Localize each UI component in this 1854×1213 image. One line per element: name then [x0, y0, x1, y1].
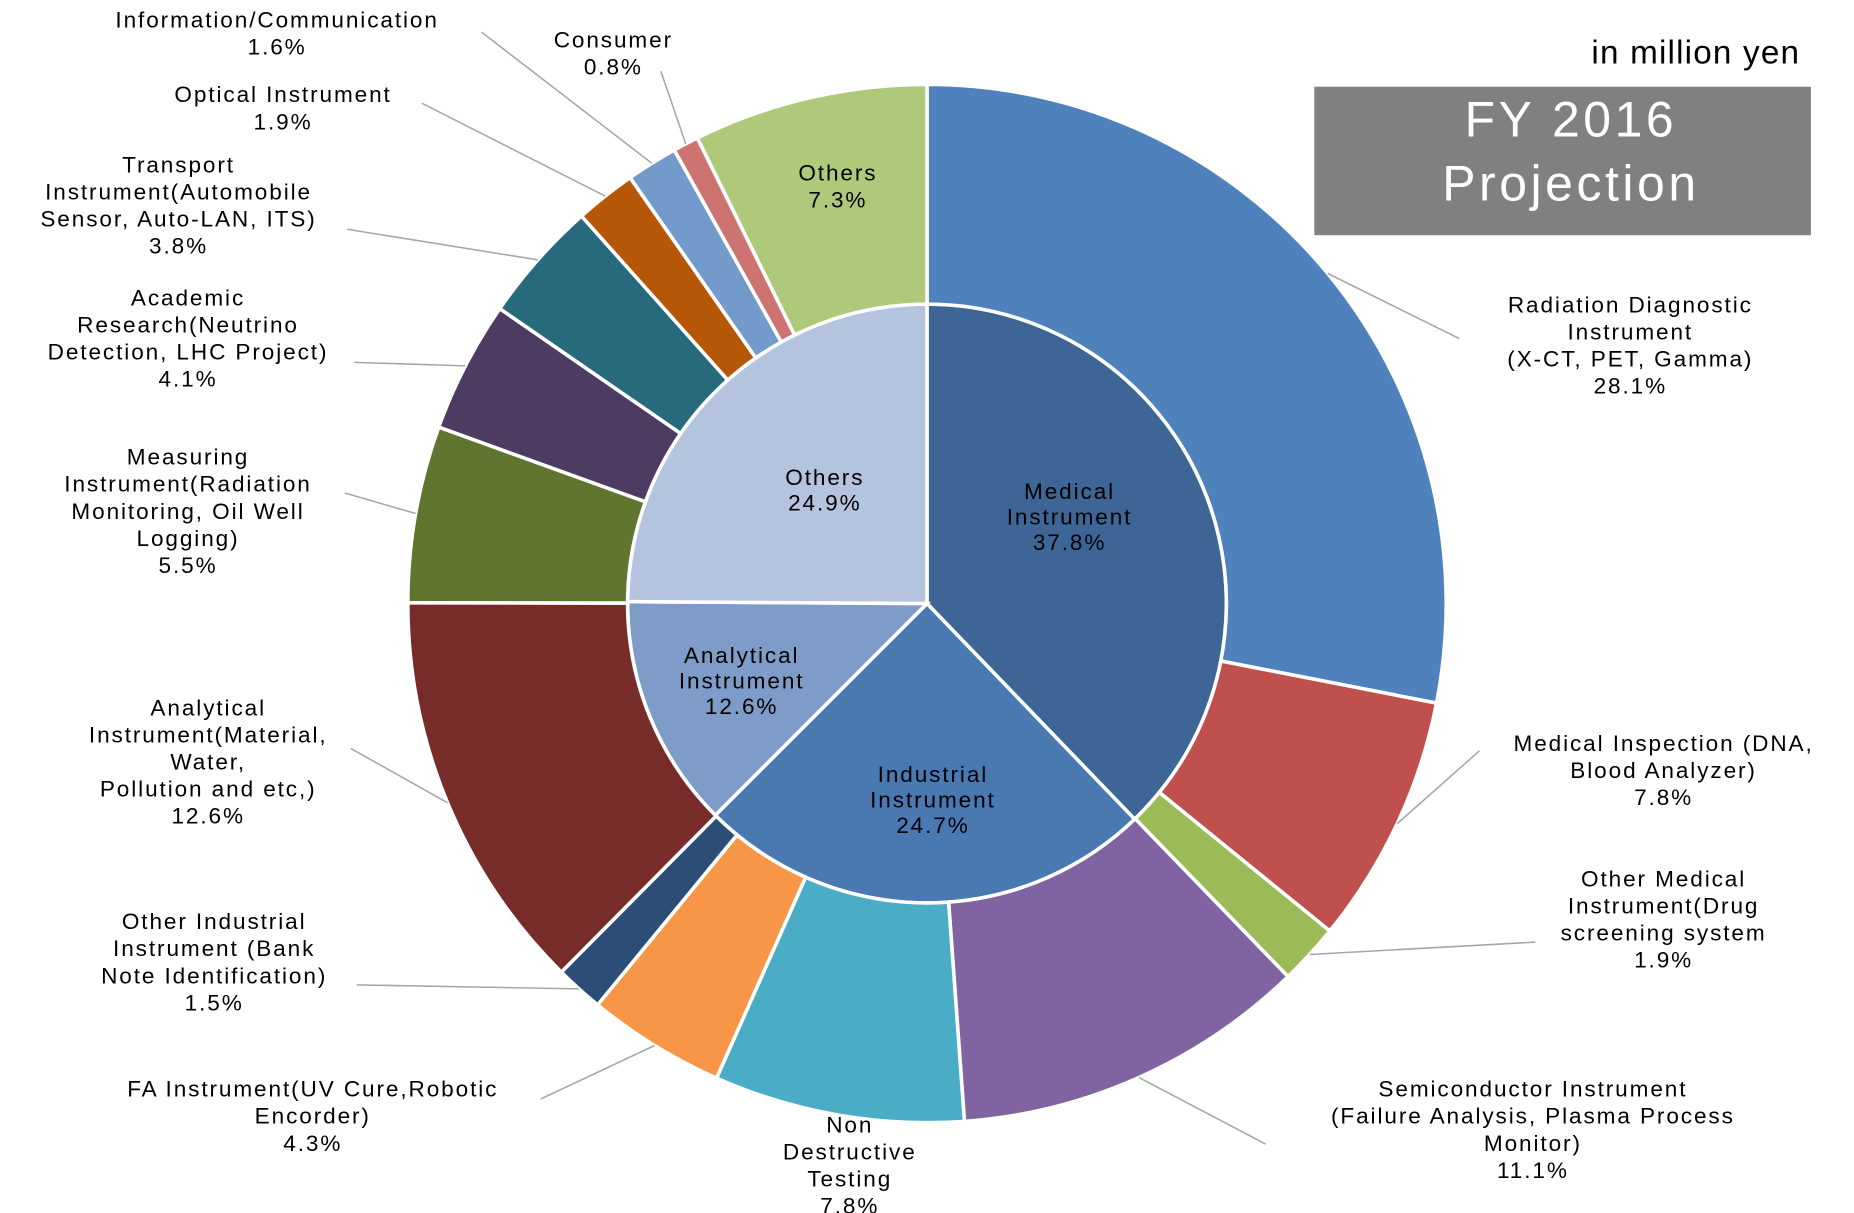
outer-value-label: 1.9%: [1634, 948, 1693, 973]
outer-value-label: 5.5%: [159, 553, 218, 578]
outer-label: Semiconductor Instrument (Failure Analysi…: [1331, 1077, 1735, 1156]
leader-line: [540, 1044, 655, 1100]
inner-value-label: 24.7%: [896, 813, 969, 838]
inner-label: Medical Instrument: [1007, 479, 1133, 530]
leader-line: [1327, 272, 1460, 340]
subtitle: in million yen: [1591, 34, 1800, 71]
outer-label: Non Destructive Testing: [783, 1112, 917, 1191]
outer-value-label: 1.5%: [185, 990, 244, 1015]
outer-label: Medical Inspection (DNA, Blood Analyzer): [1513, 731, 1813, 783]
outer-value-label: 1.9%: [254, 109, 313, 134]
inner-value-label: 24.9%: [788, 490, 861, 515]
inner-label: Industrial Instrument: [870, 762, 996, 813]
outer-value-label: 28.1%: [1594, 374, 1667, 399]
outer-label: Other Industrial Instrument (Bank Note Ide…: [101, 909, 327, 988]
leader-line: [660, 71, 687, 145]
outer-label: Information/Communication: [115, 7, 438, 32]
leader-line: [347, 228, 538, 261]
outer-value-label: 0.8%: [584, 55, 643, 80]
outer-value-label: 7.3%: [808, 188, 867, 213]
outer-value-label: 1.6%: [248, 34, 307, 59]
chart-title: FY 2016 Projection: [1442, 92, 1699, 212]
outer-value-label: 7.8%: [820, 1194, 879, 1213]
outer-value-label: 4.1%: [159, 367, 218, 392]
leader-line: [421, 102, 606, 197]
leader-line: [1138, 1076, 1266, 1145]
outer-label: Measuring Instrument(Radiation Monitoring,…: [64, 445, 311, 551]
inner-value-label: 12.6%: [705, 694, 778, 719]
outer-label: Consumer: [554, 28, 673, 53]
outer-label: Academic Research(Neutrino Detection, LHC …: [48, 285, 329, 364]
outer-value-label: 3.8%: [149, 234, 208, 259]
inner-value-label: 37.8%: [1033, 530, 1106, 555]
leader-line: [344, 492, 416, 515]
outer-wedge: [694, 82, 929, 338]
outer-value-label: 7.8%: [1634, 785, 1693, 810]
outer-label: FA Instrument(UV Cure,Robotic Encorder): [127, 1077, 498, 1129]
leader-line: [354, 361, 466, 367]
outer-wedge: [406, 600, 719, 975]
outer-label: Optical Instrument: [174, 82, 391, 107]
inner-label: Others: [785, 465, 864, 490]
leader-line: [350, 747, 448, 804]
leader-line: [356, 984, 580, 990]
leader-line: [1396, 750, 1480, 825]
leader-line: [1309, 941, 1536, 956]
outer-label: Others: [798, 161, 877, 186]
outer-label: Transport Instrument(Automobile Sensor, Au…: [40, 152, 316, 231]
outer-label: Radiation Diagnostic Instrument (X-CT, PET…: [1507, 292, 1753, 371]
outer-wedge: [925, 82, 1448, 706]
leader-line: [481, 31, 653, 164]
outer-value-label: 4.3%: [283, 1131, 342, 1156]
inner-label: Analytical Instrument: [679, 643, 805, 694]
outer-label: Analytical Instrument(Material, Water, Poll…: [89, 695, 328, 801]
outer-value-label: 12.6%: [171, 804, 244, 829]
title-box: [1314, 86, 1811, 236]
outer-wedge: [946, 816, 1291, 1124]
outer-label: Other Medical Instrument(Drug screening sy…: [1561, 866, 1767, 945]
outer-value-label: 11.1%: [1497, 1158, 1569, 1183]
